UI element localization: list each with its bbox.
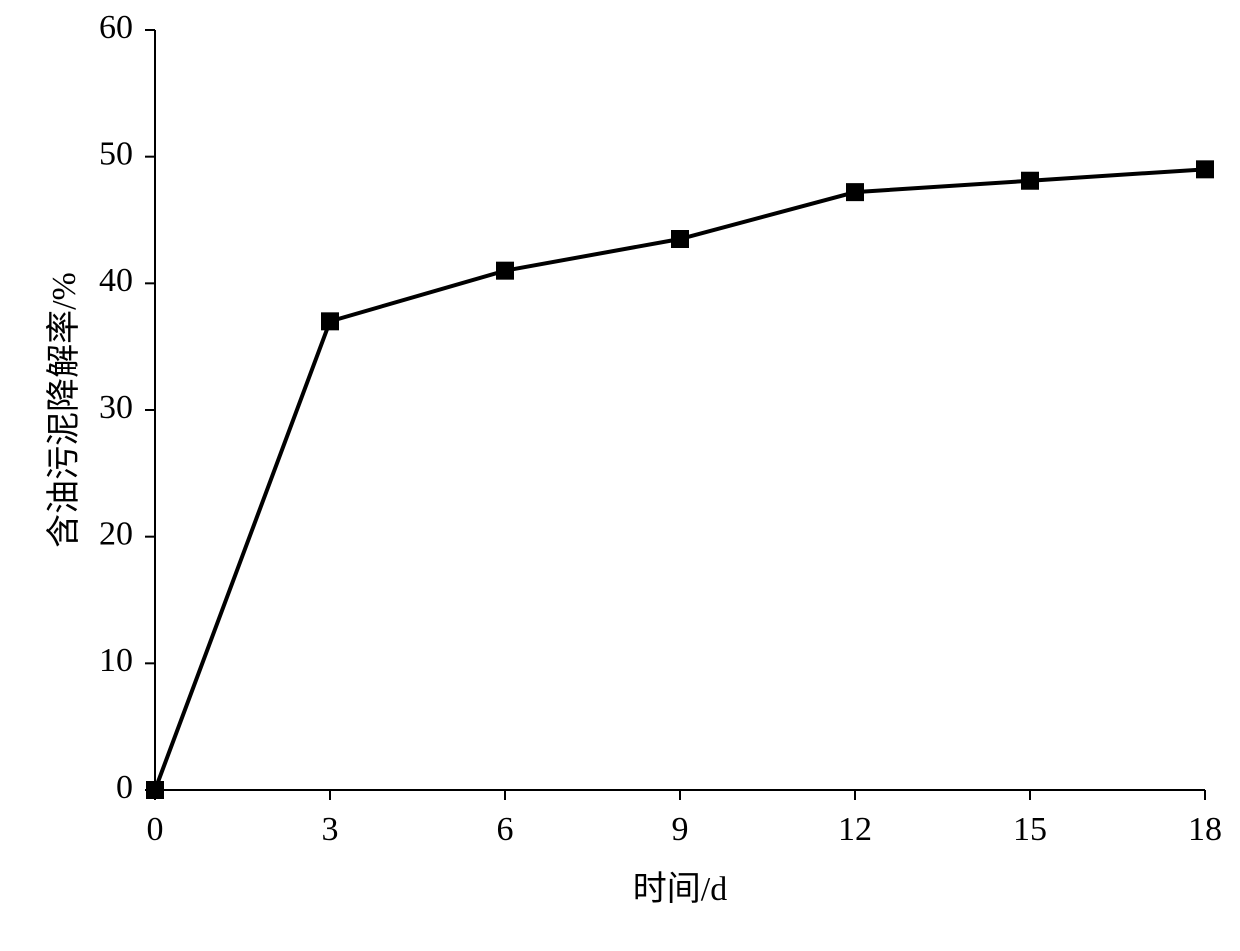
series-marker bbox=[496, 262, 514, 280]
y-tick-label: 20 bbox=[99, 515, 133, 552]
x-tick-label: 15 bbox=[1013, 811, 1047, 848]
y-tick-label: 0 bbox=[116, 769, 133, 806]
x-axis-label: 时间/d bbox=[633, 871, 727, 908]
x-tick-label: 0 bbox=[147, 811, 164, 848]
series-marker bbox=[671, 230, 689, 248]
y-tick-label: 30 bbox=[99, 389, 133, 426]
series-marker bbox=[321, 312, 339, 330]
y-tick-label: 40 bbox=[99, 262, 133, 299]
x-tick-label: 18 bbox=[1188, 811, 1222, 848]
series-marker bbox=[846, 183, 864, 201]
line-chart: 0 10 20 30 40 50 60 0 3 6 9 12 15 18 时间/d 含油污泥降解率/% bbox=[0, 0, 1240, 951]
chart-container: 0 10 20 30 40 50 60 0 3 6 9 12 15 18 时间/d 含油污泥降解率/% bbox=[0, 0, 1240, 951]
y-tick-label: 10 bbox=[99, 642, 133, 679]
x-tick-label: 6 bbox=[497, 811, 514, 848]
y-axis-label: 含油污泥降解率/% bbox=[45, 272, 83, 548]
series-marker bbox=[146, 781, 164, 799]
y-tick-label: 50 bbox=[99, 135, 133, 172]
x-tick-label: 3 bbox=[322, 811, 339, 848]
x-tick-label: 9 bbox=[672, 811, 689, 848]
y-tick-label: 60 bbox=[99, 9, 133, 46]
chart-background bbox=[0, 0, 1240, 951]
series-marker bbox=[1196, 160, 1214, 178]
x-tick-label: 12 bbox=[838, 811, 872, 848]
series-marker bbox=[1021, 172, 1039, 190]
